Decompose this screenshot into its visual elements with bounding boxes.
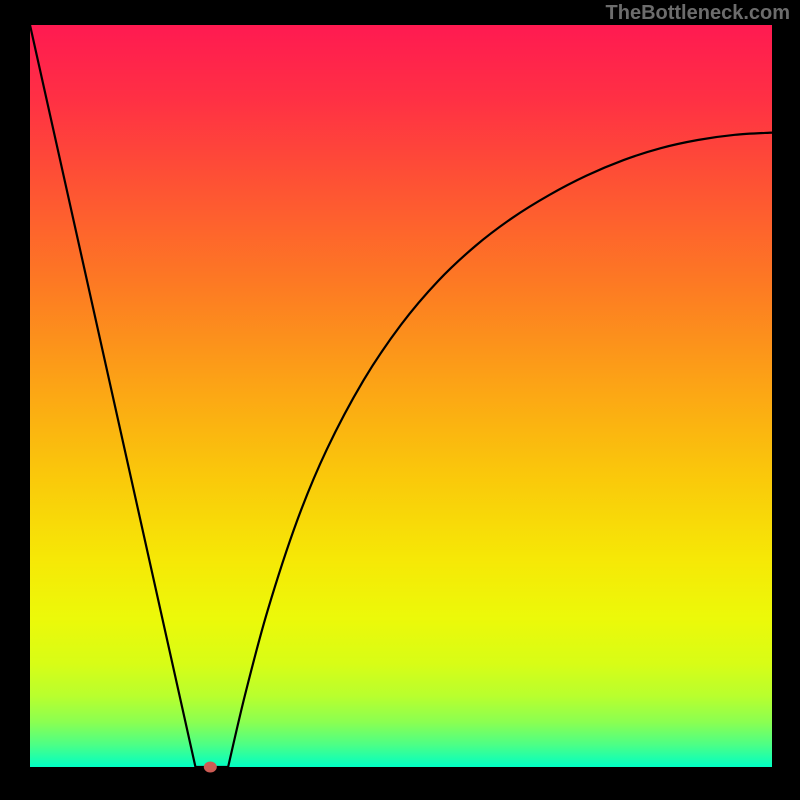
watermark-text: TheBottleneck.com: [606, 2, 790, 25]
bottleneck-chart: [0, 0, 800, 800]
chart-container: TheBottleneck.com: [0, 0, 800, 800]
valley-marker: [204, 762, 217, 773]
plot-background: [30, 25, 772, 767]
